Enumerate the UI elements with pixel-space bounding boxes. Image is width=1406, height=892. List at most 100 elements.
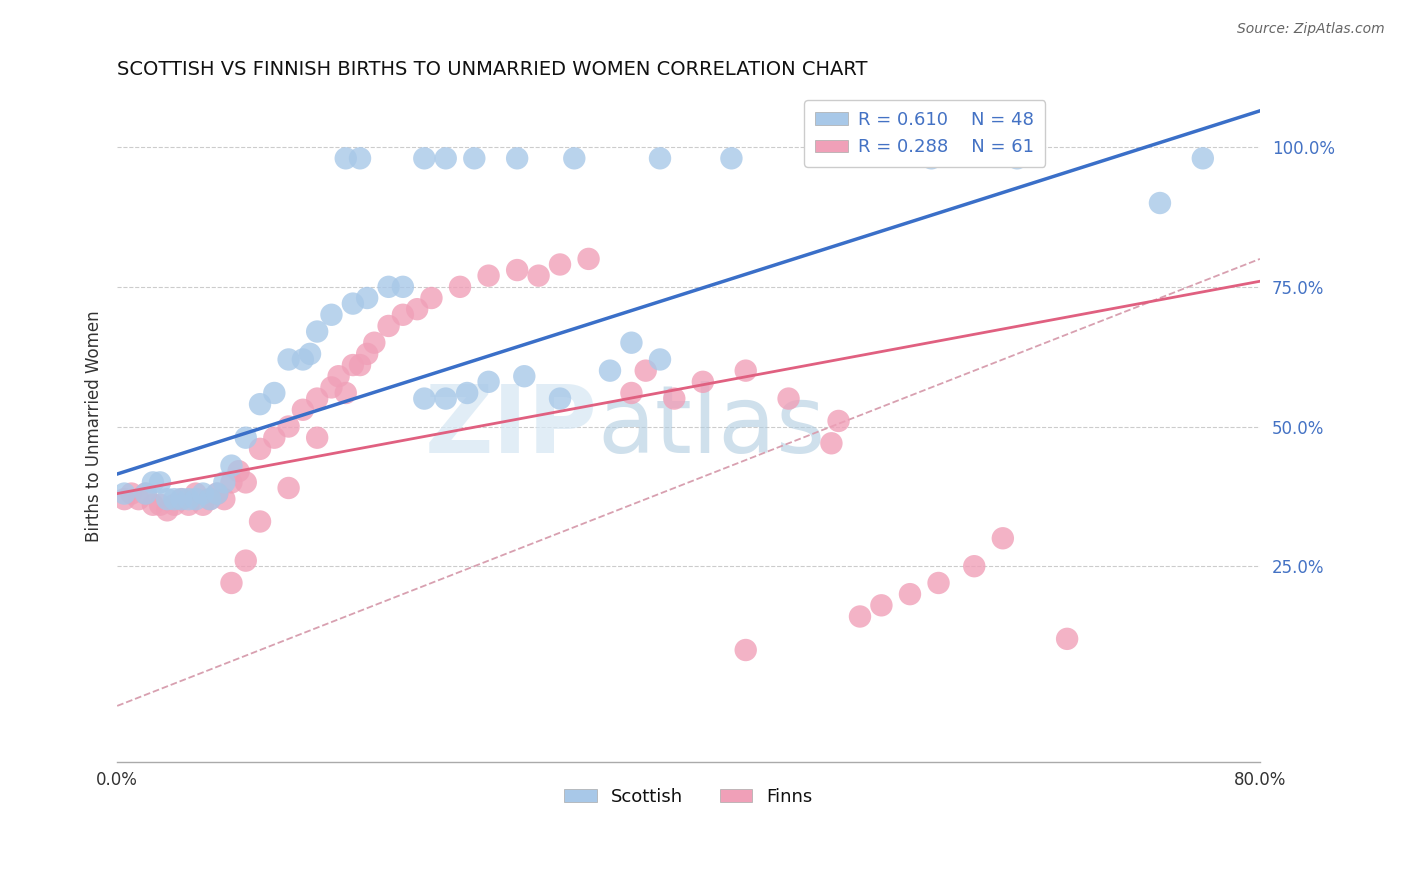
Point bbox=[392, 308, 415, 322]
Point bbox=[1149, 196, 1171, 211]
Point bbox=[184, 492, 207, 507]
Point bbox=[135, 486, 157, 500]
Point bbox=[820, 436, 842, 450]
Point bbox=[149, 475, 172, 490]
Point bbox=[205, 486, 228, 500]
Point bbox=[342, 296, 364, 310]
Point bbox=[349, 358, 371, 372]
Point bbox=[214, 475, 236, 490]
Point bbox=[692, 375, 714, 389]
Point bbox=[170, 492, 193, 507]
Point bbox=[898, 587, 921, 601]
Point bbox=[177, 492, 200, 507]
Point bbox=[277, 419, 299, 434]
Point bbox=[463, 151, 485, 165]
Point bbox=[506, 263, 529, 277]
Point bbox=[221, 576, 243, 591]
Point bbox=[562, 151, 585, 165]
Point bbox=[221, 458, 243, 473]
Point bbox=[128, 492, 150, 507]
Point bbox=[249, 397, 271, 411]
Point bbox=[406, 302, 429, 317]
Point bbox=[527, 268, 550, 283]
Point bbox=[778, 392, 800, 406]
Point bbox=[734, 643, 756, 657]
Point bbox=[478, 375, 501, 389]
Point bbox=[1005, 151, 1028, 165]
Point bbox=[928, 576, 950, 591]
Point bbox=[377, 318, 399, 333]
Point bbox=[335, 386, 357, 401]
Point bbox=[620, 386, 643, 401]
Point bbox=[277, 352, 299, 367]
Point bbox=[478, 268, 501, 283]
Point bbox=[170, 492, 193, 507]
Text: ZIP: ZIP bbox=[425, 381, 598, 473]
Point bbox=[328, 369, 350, 384]
Point bbox=[363, 335, 385, 350]
Point bbox=[249, 515, 271, 529]
Point bbox=[1056, 632, 1078, 646]
Point bbox=[156, 492, 179, 507]
Point bbox=[349, 151, 371, 165]
Point bbox=[184, 486, 207, 500]
Point bbox=[356, 291, 378, 305]
Point bbox=[963, 559, 986, 574]
Point bbox=[648, 151, 671, 165]
Point bbox=[434, 392, 457, 406]
Legend: Scottish, Finns: Scottish, Finns bbox=[557, 780, 820, 814]
Point bbox=[112, 492, 135, 507]
Point bbox=[156, 503, 179, 517]
Point bbox=[456, 386, 478, 401]
Point bbox=[578, 252, 600, 266]
Point bbox=[121, 486, 143, 500]
Point bbox=[205, 486, 228, 500]
Point bbox=[142, 498, 165, 512]
Point bbox=[307, 431, 329, 445]
Point bbox=[235, 475, 257, 490]
Point bbox=[321, 380, 343, 394]
Point bbox=[870, 599, 893, 613]
Point bbox=[198, 492, 221, 507]
Point bbox=[321, 308, 343, 322]
Point bbox=[849, 609, 872, 624]
Point bbox=[548, 392, 571, 406]
Point bbox=[335, 151, 357, 165]
Y-axis label: Births to Unmarried Women: Births to Unmarried Women bbox=[86, 310, 103, 542]
Point bbox=[191, 498, 214, 512]
Point bbox=[413, 392, 436, 406]
Point bbox=[112, 486, 135, 500]
Point bbox=[720, 151, 742, 165]
Point bbox=[599, 364, 621, 378]
Point bbox=[827, 414, 849, 428]
Point bbox=[307, 392, 329, 406]
Point bbox=[214, 492, 236, 507]
Point bbox=[392, 280, 415, 294]
Point bbox=[342, 358, 364, 372]
Point bbox=[191, 486, 214, 500]
Point bbox=[634, 364, 657, 378]
Point bbox=[307, 325, 329, 339]
Point bbox=[434, 151, 457, 165]
Point bbox=[135, 486, 157, 500]
Text: Source: ZipAtlas.com: Source: ZipAtlas.com bbox=[1237, 22, 1385, 37]
Point bbox=[356, 347, 378, 361]
Point bbox=[420, 291, 443, 305]
Point bbox=[235, 431, 257, 445]
Point bbox=[163, 492, 186, 507]
Text: SCOTTISH VS FINNISH BIRTHS TO UNMARRIED WOMEN CORRELATION CHART: SCOTTISH VS FINNISH BIRTHS TO UNMARRIED … bbox=[117, 60, 868, 78]
Point bbox=[734, 364, 756, 378]
Point bbox=[198, 492, 221, 507]
Point bbox=[163, 498, 186, 512]
Point bbox=[149, 498, 172, 512]
Point bbox=[548, 258, 571, 272]
Point bbox=[920, 151, 942, 165]
Point bbox=[277, 481, 299, 495]
Point bbox=[377, 280, 399, 294]
Point bbox=[413, 151, 436, 165]
Point bbox=[228, 464, 250, 478]
Point bbox=[221, 475, 243, 490]
Point bbox=[177, 498, 200, 512]
Point bbox=[299, 347, 322, 361]
Point bbox=[263, 386, 285, 401]
